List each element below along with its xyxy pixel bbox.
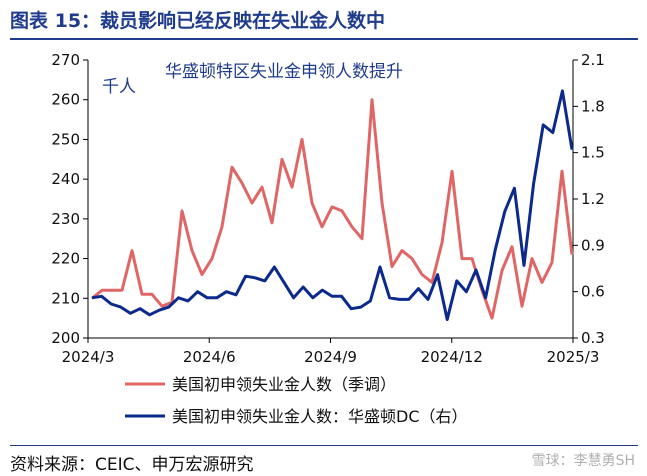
legend: 美国初申领失业金人数（季调） 美国初申领失业金人数：华盛顿DC（右） [125,375,468,426]
series-line-1 [91,98,574,320]
right-tick-label: 2.1 [581,51,605,69]
title-rule [10,38,638,40]
right-tick-label: 0.6 [581,283,605,301]
legend-label-series-2: 美国初申领失业金人数：华盛顿DC（右） [172,407,468,426]
right-axis-ticks: 0.3 0.6 0.9 1.2 1.5 1.8 2.1 [573,51,605,347]
left-tick-label: 240 [51,170,80,188]
right-tick-label: 1.2 [581,190,605,208]
left-tick-label: 270 [51,51,80,69]
source-note: 资料来源：CEIC、申万宏源研究 [10,455,254,475]
x-tick-label: 2024/3 [62,348,115,366]
chart-annotation: 华盛顿特区失业金申领人数提升 [165,62,403,82]
right-tick-label: 1.5 [581,144,605,162]
left-tick-label: 210 [51,289,80,307]
x-tick-label: 2025/3 [547,348,600,366]
x-axis-ticks: 2024/3 2024/6 2024/9 2024/12 2025/3 [62,338,600,366]
watermark: 雪球：李慧勇SH [531,453,635,469]
unit-label: 千人 [102,77,136,97]
right-tick-label: 0.9 [581,236,605,254]
series-line-2 [91,89,574,321]
left-axis-ticks: 200 210 220 230 240 250 260 270 [51,51,88,347]
footer-rule [10,445,638,446]
x-tick-label: 2024/9 [304,348,357,366]
right-tick-label: 1.8 [581,97,605,115]
x-tick-label: 2024/12 [421,348,483,366]
left-tick-label: 230 [51,210,80,228]
figure-title: 图表 15：裁员影响已经反映在失业金人数中 [10,10,386,32]
right-tick-label: 0.3 [581,329,605,347]
left-tick-label: 200 [51,329,80,347]
series-layer [91,89,574,321]
legend-label-series-1: 美国初申领失业金人数（季调） [172,375,396,394]
left-tick-label: 260 [51,91,80,109]
left-tick-label: 220 [51,250,80,268]
left-tick-label: 250 [51,130,80,148]
x-tick-label: 2024/6 [183,348,236,366]
